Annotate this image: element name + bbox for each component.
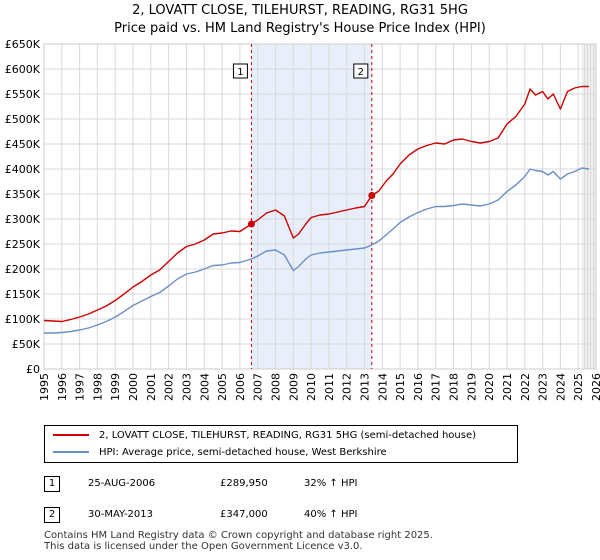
y-tick-label: £350K: [5, 188, 41, 201]
sale-badge-2: 2: [44, 507, 60, 523]
legend-swatch-property: [53, 434, 89, 436]
sale-date-1: 25-AUG-2006: [88, 478, 156, 489]
x-tick-label: 1996: [56, 373, 69, 401]
y-tick-label: £650K: [5, 38, 41, 51]
sale-marker-box-1: [232, 63, 248, 79]
sale-point-1: [247, 220, 255, 228]
property-price-line: [43, 85, 589, 323]
x-tick-label: 2013: [359, 373, 372, 401]
x-tick-label: 2019: [465, 373, 478, 401]
y-tick-label: £200K: [5, 263, 41, 276]
x-tick-label: 1997: [74, 373, 87, 401]
x-tick-label: 1995: [38, 373, 51, 401]
chart-title-line1: 2, LOVATT CLOSE, TILEHURST, READING, RG3…: [132, 3, 468, 18]
y-tick-label: £550K: [5, 88, 41, 101]
x-tick-label: 2008: [269, 373, 282, 401]
x-tick-label: 2020: [483, 373, 496, 401]
sale-marker-label-1: 1: [237, 67, 243, 78]
footer-line2: This data is licensed under the Open Gov…: [44, 541, 363, 552]
x-tick-label: 2017: [430, 373, 443, 401]
sale-marker-box-2: [353, 63, 369, 79]
legend-label-property: 2, LOVATT CLOSE, TILEHURST, READING, RG3…: [99, 430, 477, 441]
y-tick-label: £500K: [5, 113, 41, 126]
x-tick-label: 2018: [448, 373, 461, 401]
x-tick-label: 2011: [323, 373, 336, 401]
sale-badge-1: 1: [44, 476, 60, 492]
sale-row-1: 1 25-AUG-2006 £289,950 32% ↑ HPI: [44, 476, 564, 492]
x-tick-label: 2010: [305, 373, 318, 401]
x-tick-label: 2025: [572, 373, 585, 401]
legend-item-hpi: HPI: Average price, semi-detached house,…: [53, 445, 387, 461]
x-tick-label: 2024: [554, 373, 567, 401]
x-tick-label: 2026: [590, 373, 600, 401]
x-tick-label: 2006: [234, 373, 247, 401]
x-tick-label: 2023: [537, 373, 550, 401]
x-tick-label: 1998: [91, 373, 104, 401]
legend: 2, LOVATT CLOSE, TILEHURST, READING, RG3…: [44, 425, 518, 463]
x-tick-label: 1999: [109, 373, 122, 401]
y-tick-label: £0: [26, 363, 40, 376]
footer: Contains HM Land Registry data © Crown c…: [44, 530, 433, 552]
sale-hpi-1: 32% ↑ HPI: [304, 478, 358, 489]
x-tick-label: 2022: [519, 373, 532, 401]
sale-row-2: 2 30-MAY-2013 £347,000 40% ↑ HPI: [44, 507, 564, 523]
plot-frame: [43, 43, 597, 370]
x-tick-label: 2014: [376, 373, 389, 401]
x-tick-label: 2015: [394, 373, 407, 401]
x-tick-label: 2002: [163, 373, 176, 401]
x-tick-label: 2012: [341, 373, 354, 401]
price-chart: £0 £50K £100K £150K £200K £250K £300K £350K £400…: [5, 38, 600, 401]
x-tick-label: 2003: [180, 373, 193, 401]
x-tick-label: 2021: [501, 373, 514, 401]
legend-swatch-hpi: [53, 451, 89, 453]
y-tick-label: £250K: [5, 238, 41, 251]
x-tick-label: 2016: [412, 373, 425, 401]
x-tick-label: 2004: [198, 373, 211, 401]
x-tick-label: 2001: [145, 373, 158, 401]
chart-title: 2, LOVATT CLOSE, TILEHURST, READING, RG3…: [0, 2, 600, 38]
y-tick-label: £450K: [5, 138, 41, 151]
sale-marker-label-2: 2: [358, 67, 364, 78]
x-tick-label: 2007: [252, 373, 265, 401]
x-tick-label: 2009: [287, 373, 300, 401]
sale-hpi-2: 40% ↑ HPI: [304, 509, 358, 520]
legend-label-hpi: HPI: Average price, semi-detached house,…: [99, 447, 387, 458]
sale-point-2: [368, 192, 376, 199]
footer-line1: Contains HM Land Registry data © Crown c…: [44, 530, 433, 541]
ownership-shade: [251, 44, 372, 369]
x-tick-label: 2005: [216, 373, 229, 401]
y-tick-label: £600K: [5, 63, 41, 76]
sale-price-1: £289,950: [220, 478, 268, 489]
y-tick-label: £150K: [5, 288, 41, 301]
y-tick-label: £100K: [5, 313, 41, 326]
hpi-line: [44, 167, 589, 334]
projection-area: [581, 44, 596, 369]
chart-title-line2: Price paid vs. HM Land Registry's House …: [114, 21, 486, 36]
x-tick-label: 2000: [127, 373, 140, 401]
y-tick-label: £50K: [12, 338, 41, 351]
legend-item-property: 2, LOVATT CLOSE, TILEHURST, READING, RG3…: [53, 428, 476, 444]
y-tick-label: £300K: [5, 213, 41, 226]
sale-price-2: £347,000: [220, 509, 268, 520]
y-tick-label: £400K: [5, 163, 41, 176]
sale-date-2: 30-MAY-2013: [88, 509, 154, 520]
